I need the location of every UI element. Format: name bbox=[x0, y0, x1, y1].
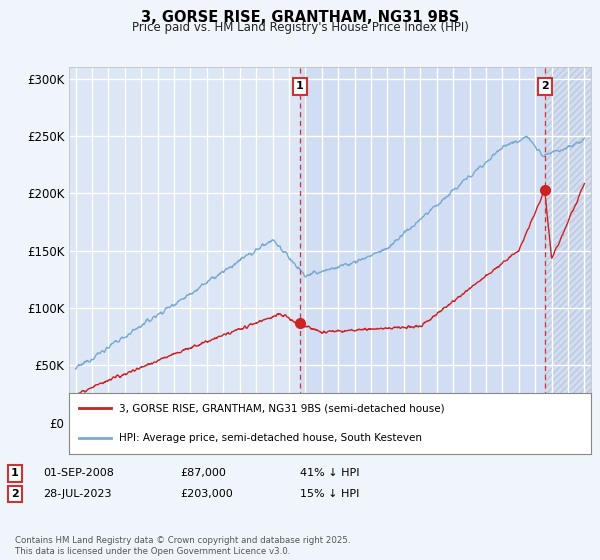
Text: 2: 2 bbox=[541, 81, 548, 91]
Text: 1: 1 bbox=[11, 468, 19, 478]
Text: 15% ↓ HPI: 15% ↓ HPI bbox=[300, 489, 359, 499]
Bar bbox=[545, 67, 591, 423]
Text: 28-JUL-2023: 28-JUL-2023 bbox=[43, 489, 112, 499]
Text: 3, GORSE RISE, GRANTHAM, NG31 9BS (semi-detached house): 3, GORSE RISE, GRANTHAM, NG31 9BS (semi-… bbox=[119, 403, 444, 413]
Text: HPI: Average price, semi-detached house, South Kesteven: HPI: Average price, semi-detached house,… bbox=[119, 433, 422, 444]
Text: Contains HM Land Registry data © Crown copyright and database right 2025.
This d: Contains HM Land Registry data © Crown c… bbox=[15, 536, 350, 556]
Bar bbox=[300, 67, 591, 423]
Text: 2: 2 bbox=[11, 489, 19, 499]
Text: £87,000: £87,000 bbox=[180, 468, 226, 478]
Text: £203,000: £203,000 bbox=[180, 489, 233, 499]
Text: 01-SEP-2008: 01-SEP-2008 bbox=[43, 468, 114, 478]
Text: Price paid vs. HM Land Registry's House Price Index (HPI): Price paid vs. HM Land Registry's House … bbox=[131, 21, 469, 34]
Text: 1: 1 bbox=[296, 81, 304, 91]
Text: 3, GORSE RISE, GRANTHAM, NG31 9BS: 3, GORSE RISE, GRANTHAM, NG31 9BS bbox=[141, 10, 459, 25]
Text: 41% ↓ HPI: 41% ↓ HPI bbox=[300, 468, 359, 478]
